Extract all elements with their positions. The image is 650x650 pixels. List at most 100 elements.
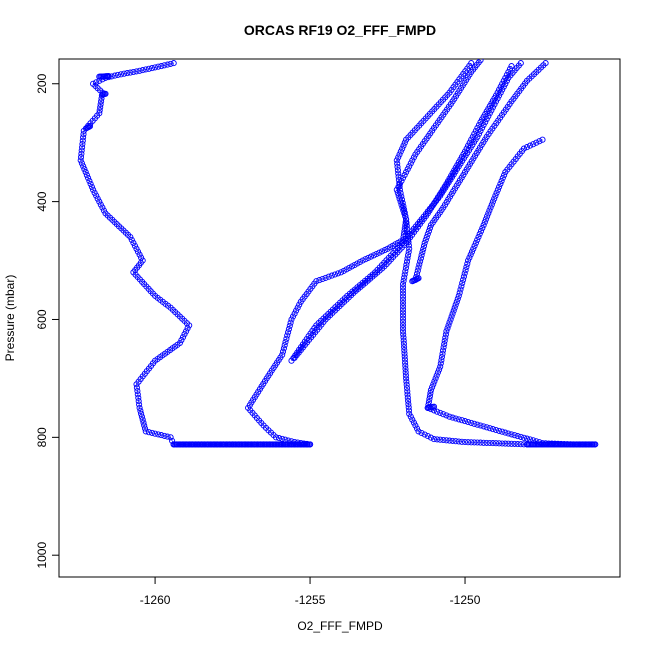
- dense-segment-1-point: [592, 441, 599, 448]
- y-tick-label: 200: [35, 73, 49, 93]
- series-7-point: [138, 410, 145, 417]
- series-3-point: [514, 433, 521, 440]
- series-0-point: [468, 439, 475, 446]
- series-7-point: [99, 204, 106, 211]
- series-2-point: [443, 328, 450, 335]
- series-3-point: [480, 423, 487, 430]
- series-2-point: [442, 334, 449, 341]
- series-5-point: [469, 133, 476, 140]
- series-7-point: [141, 425, 149, 432]
- series-0-point: [402, 264, 409, 272]
- series-6-point: [284, 332, 291, 339]
- series-2-point: [460, 276, 467, 283]
- series-6-point: [359, 257, 366, 264]
- series-2-point: [536, 138, 543, 145]
- series-7-point: [93, 192, 100, 199]
- series-2-point: [474, 236, 481, 243]
- series-7-point: [77, 157, 84, 164]
- series-0-point: [393, 157, 400, 164]
- series-3-point: [483, 424, 490, 431]
- series-7-point: [97, 101, 104, 108]
- series-7-point: [121, 70, 128, 77]
- series-2-point: [471, 242, 478, 249]
- series-0-point: [401, 274, 408, 281]
- series-2-point: [446, 319, 453, 326]
- dense-segment-0-point: [307, 441, 314, 448]
- series-6-point: [402, 219, 409, 226]
- series-3-point: [471, 420, 478, 427]
- series-0-point: [399, 296, 407, 303]
- series-0-point: [449, 437, 456, 444]
- series-7-point: [136, 401, 143, 408]
- series-0-point: [405, 404, 412, 411]
- series-5-point: [499, 80, 506, 87]
- series-2-point: [438, 357, 445, 364]
- series-2-point: [450, 307, 457, 314]
- series-0-point: [395, 170, 402, 177]
- series-7-point: [97, 104, 104, 111]
- y-tick-label: 600: [35, 309, 49, 329]
- series-7-point: [138, 254, 145, 261]
- series-5-point: [472, 127, 479, 134]
- series-0-point: [405, 252, 412, 259]
- series-2-point: [498, 177, 505, 185]
- series-7-point: [80, 131, 87, 138]
- series-7-point: [102, 210, 109, 217]
- y-tick-label: 400: [35, 191, 49, 211]
- series-1-point: [425, 228, 432, 235]
- series-3-point: [499, 428, 506, 435]
- series-0-point: [403, 378, 410, 385]
- series-6-point: [399, 236, 407, 243]
- series-2-point: [496, 183, 503, 190]
- series-6-point: [410, 154, 417, 161]
- dense-segment-3-point: [86, 123, 94, 130]
- series-1-point: [418, 252, 425, 259]
- series-0-point: [400, 340, 407, 347]
- series-6-point: [399, 204, 406, 211]
- series-0-point: [403, 375, 410, 382]
- series-3-point: [446, 413, 453, 420]
- series-0-point: [403, 381, 410, 388]
- series-0-point: [514, 441, 521, 448]
- series-2-point: [475, 233, 482, 241]
- series-5-point: [506, 65, 514, 73]
- series-0-point: [399, 321, 407, 329]
- series-0-point: [477, 439, 484, 446]
- series-4-point: [517, 60, 524, 67]
- series-0-point: [405, 407, 413, 414]
- series-0-point: [401, 350, 408, 357]
- series-1-point: [421, 239, 428, 246]
- series-2-point: [499, 174, 506, 182]
- series-7-point: [81, 166, 88, 173]
- series-6-point: [334, 270, 342, 277]
- series-5-point: [497, 83, 504, 90]
- chart-title: ORCAS RF19 O2_FFF_FMPD: [244, 22, 436, 38]
- series-0-point: [400, 203, 407, 210]
- series-1-point: [417, 255, 424, 262]
- series-2-point: [439, 350, 446, 357]
- series-3-point: [468, 419, 475, 426]
- series-0-point: [399, 325, 407, 332]
- series-0-point: [415, 428, 422, 435]
- series-0-point: [474, 439, 481, 446]
- series-0-point: [399, 306, 407, 313]
- series-6-point: [279, 351, 286, 358]
- series-2-point: [438, 353, 445, 361]
- y-axis-label: Pressure (mbar): [3, 275, 17, 362]
- series-7-point: [134, 391, 141, 398]
- series-0-point: [396, 151, 403, 158]
- series-6-point: [403, 216, 410, 223]
- series-6-point: [296, 301, 303, 308]
- series-7-point: [136, 251, 143, 258]
- series-6-point: [288, 316, 295, 323]
- series-0-point: [496, 440, 503, 447]
- series-2-point: [440, 344, 447, 351]
- series-0-point: [402, 372, 409, 379]
- series-0-point: [399, 145, 406, 152]
- series-6-point: [401, 228, 408, 235]
- x-tick-label: -1250: [450, 593, 481, 607]
- dense-segment-5-point: [102, 90, 109, 97]
- series-0-point: [430, 436, 438, 443]
- series-0-point: [399, 281, 407, 288]
